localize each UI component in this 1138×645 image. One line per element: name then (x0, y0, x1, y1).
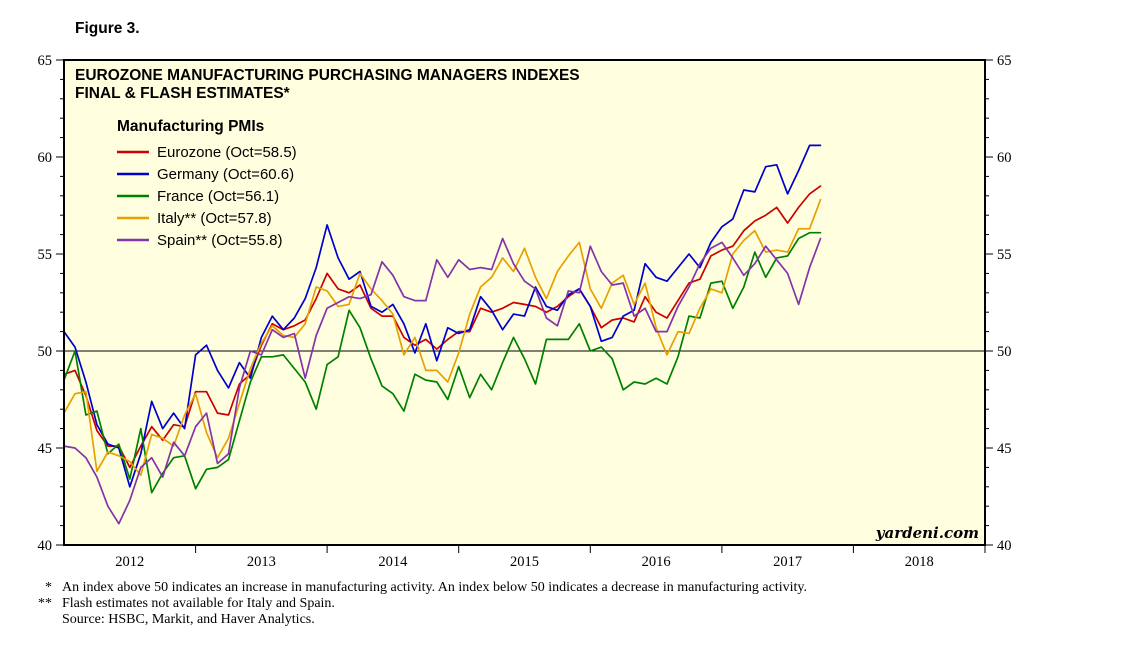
footnote-marker: ** (38, 596, 52, 611)
chart-title-line1: EUROZONE MANUFACTURING PURCHASING MANAGE… (75, 67, 580, 84)
x-axis-year-label: 2012 (115, 554, 144, 570)
y-axis-label-right: 40 (997, 538, 1012, 554)
y-axis-label-right: 55 (997, 247, 1012, 263)
x-axis-year-label: 2017 (773, 554, 802, 570)
footnote-row: * An index above 50 indicates an increase… (0, 580, 1000, 596)
chart-title-line2: FINAL & FLASH ESTIMATES* (75, 85, 291, 102)
series-line-spain (63, 237, 822, 525)
legend-item-label-eurozone: Eurozone (Oct=58.5) (157, 144, 297, 161)
legend-item-label-france: France (Oct=56.1) (157, 188, 279, 205)
x-axis-year-label: 2013 (247, 554, 276, 570)
legend: Eurozone (Oct=58.5) Germany (Oct=60.6) Fra… (117, 144, 297, 249)
footnote-marker (0, 612, 62, 628)
pmi-line-chart: 40 40 45 45 50 50 55 55 60 60 65 65 2012 2013 2014 2015… (38, 53, 1012, 570)
watermark-yardeni: yardeni.com (875, 524, 979, 542)
footnotes: * An index above 50 indicates an increase… (0, 580, 1000, 628)
y-axis-label-left: 65 (38, 53, 53, 69)
series-line-italy (63, 198, 822, 477)
legend-item-label-spain: Spain** (Oct=55.8) (157, 232, 283, 249)
series-lines (63, 144, 822, 525)
y-axis-label-right: 45 (997, 441, 1012, 457)
footnote-row: Source: HSBC, Markit, and Haver Analytic… (0, 612, 1000, 628)
footnote-text: An index above 50 indicates an increase … (62, 580, 807, 595)
y-axis-label-left: 45 (38, 441, 53, 457)
footnote-text: Source: HSBC, Markit, and Haver Analytic… (62, 612, 315, 627)
footnote-marker: * (45, 580, 52, 595)
figure-label: Figure 3. (75, 20, 140, 37)
y-axis-label-left: 50 (38, 344, 53, 360)
legend-title: Manufacturing PMIs (117, 118, 264, 135)
y-axis-label-left: 60 (38, 150, 53, 166)
y-axis-label-right: 50 (997, 344, 1012, 360)
footnote-row: ** Flash estimates not available for Ital… (0, 596, 1000, 612)
x-axis-year-label: 2015 (510, 554, 539, 570)
axis-labels: 40 40 45 45 50 50 55 55 60 60 65 65 2012 2013 2014 2015… (38, 53, 1012, 570)
series-line-france (63, 231, 822, 494)
x-axis-year-label: 2018 (905, 554, 934, 570)
series-line-germany (63, 144, 822, 488)
plot-frame (63, 59, 986, 546)
y-axis-label-left: 40 (38, 538, 53, 554)
legend-item-label-germany: Germany (Oct=60.6) (157, 166, 294, 183)
y-axis-label-right: 60 (997, 150, 1012, 166)
y-axis-label-left: 55 (38, 247, 53, 263)
y-axis-label-right: 65 (997, 53, 1012, 69)
legend-item-label-italy: Italy** (Oct=57.8) (157, 210, 272, 227)
footnote-text: Flash estimates not available for Italy … (62, 596, 335, 611)
x-axis-year-label: 2016 (642, 554, 671, 570)
x-axis-year-label: 2014 (378, 554, 408, 570)
